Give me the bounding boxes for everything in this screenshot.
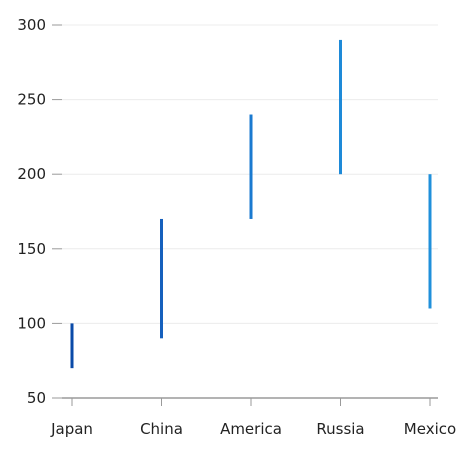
- x-tick-label: China: [140, 420, 183, 438]
- x-tick-label: Russia: [316, 420, 364, 438]
- y-tick-label: 300: [17, 16, 46, 34]
- y-tick-label: 50: [27, 389, 46, 407]
- range-bar-japan: [70, 323, 74, 369]
- x-tick-label: Mexico: [404, 420, 456, 438]
- range-bar-mexico: [428, 174, 432, 309]
- range-bar-america: [249, 114, 253, 219]
- range-bar-china: [160, 218, 163, 339]
- x-tick-label: Japan: [50, 420, 93, 438]
- x-tick-label: America: [220, 420, 282, 438]
- range-bar-russia: [339, 39, 342, 175]
- range-bars: [70, 39, 432, 369]
- y-tick-label: 250: [17, 91, 46, 109]
- y-tick-label: 100: [17, 314, 46, 332]
- y-axis: 50 100 150 200 250 300: [17, 16, 62, 407]
- y-tick-label: 150: [17, 240, 46, 258]
- x-axis: Japan China America Russia Mexico: [50, 397, 456, 438]
- y-tick-label: 200: [17, 165, 46, 183]
